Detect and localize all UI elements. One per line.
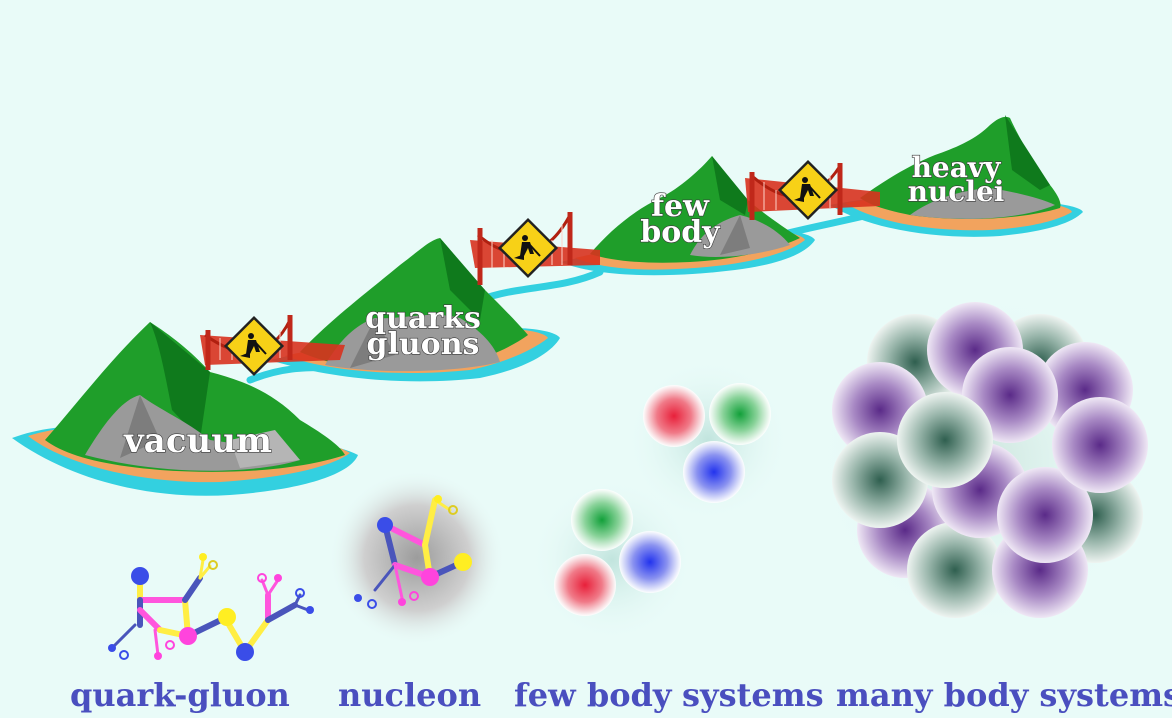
few-body-cluster-lower [530,478,694,642]
label-body: body [640,215,721,250]
caption-many-body-systems: many body systems [836,676,1172,714]
island-heavy-nuclei: heavy nuclei [830,115,1083,237]
island-few-body: few body [560,156,815,276]
island-vacuum: vacuum [12,322,358,496]
nucleon-diagram [329,470,505,646]
island-quarks-gluons: quarks gluons [270,238,560,382]
road-work-sign-icon [497,217,559,279]
label-vacuum: vacuum [123,421,272,461]
caption-systems: systems [682,676,824,714]
label-quarks: quarks [365,301,481,336]
quark-gluon-diagram [108,553,314,661]
caption-nucleon: nucleon [338,676,481,714]
caption-quark-gluon: quark-gluon [70,676,290,714]
label-few: few [651,189,710,224]
road-work-sign-icon [223,315,285,377]
label-nuclei: nuclei [908,175,1005,208]
label-heavy: heavy [912,151,1002,184]
few-body-cluster-upper [626,358,790,522]
label-gluons: gluons [367,327,480,362]
caption-few-body: few body [514,676,673,714]
road-work-sign-icon [777,159,839,221]
many-body-nucleus [810,285,1160,635]
